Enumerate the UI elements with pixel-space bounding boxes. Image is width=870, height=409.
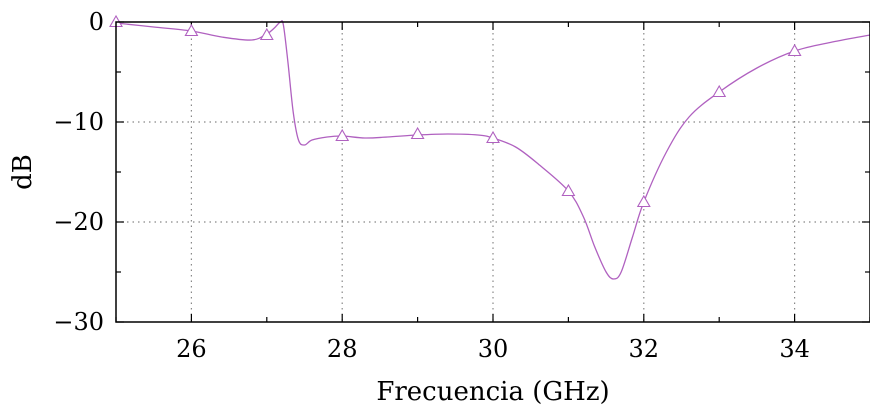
y-axis-label: dB <box>8 154 38 190</box>
y-tick-labels: 0 −10 −20 −30 <box>53 8 104 336</box>
data-point-marker <box>335 128 350 142</box>
data-point-marker <box>486 130 500 144</box>
series-line <box>115 20 870 280</box>
y-tick-label: 0 <box>89 8 104 36</box>
data-point-marker <box>259 27 274 41</box>
x-tick-label: 34 <box>779 335 810 363</box>
plot-frame <box>115 21 870 323</box>
x-tick-label: 32 <box>629 335 660 363</box>
y-tick-label: −30 <box>53 308 104 336</box>
data-point-marker <box>410 126 425 140</box>
grid-lines <box>116 22 870 322</box>
data-point-marker <box>787 43 802 57</box>
data-point-marker <box>561 183 576 197</box>
data-point-marker <box>712 84 727 98</box>
data-point-marker <box>636 194 651 208</box>
x-axis-label: Frecuencia (GHz) <box>376 377 609 407</box>
data-series <box>109 14 870 280</box>
y-tick-label: −10 <box>53 108 104 136</box>
x-tick-label: 30 <box>478 335 509 363</box>
x-tick-label: 26 <box>176 335 207 363</box>
x-tick-label: 28 <box>327 335 358 363</box>
x-tick-labels: 26 28 30 32 34 <box>176 335 810 363</box>
y-tick-label: −20 <box>53 208 104 236</box>
data-point-marker <box>184 23 199 37</box>
